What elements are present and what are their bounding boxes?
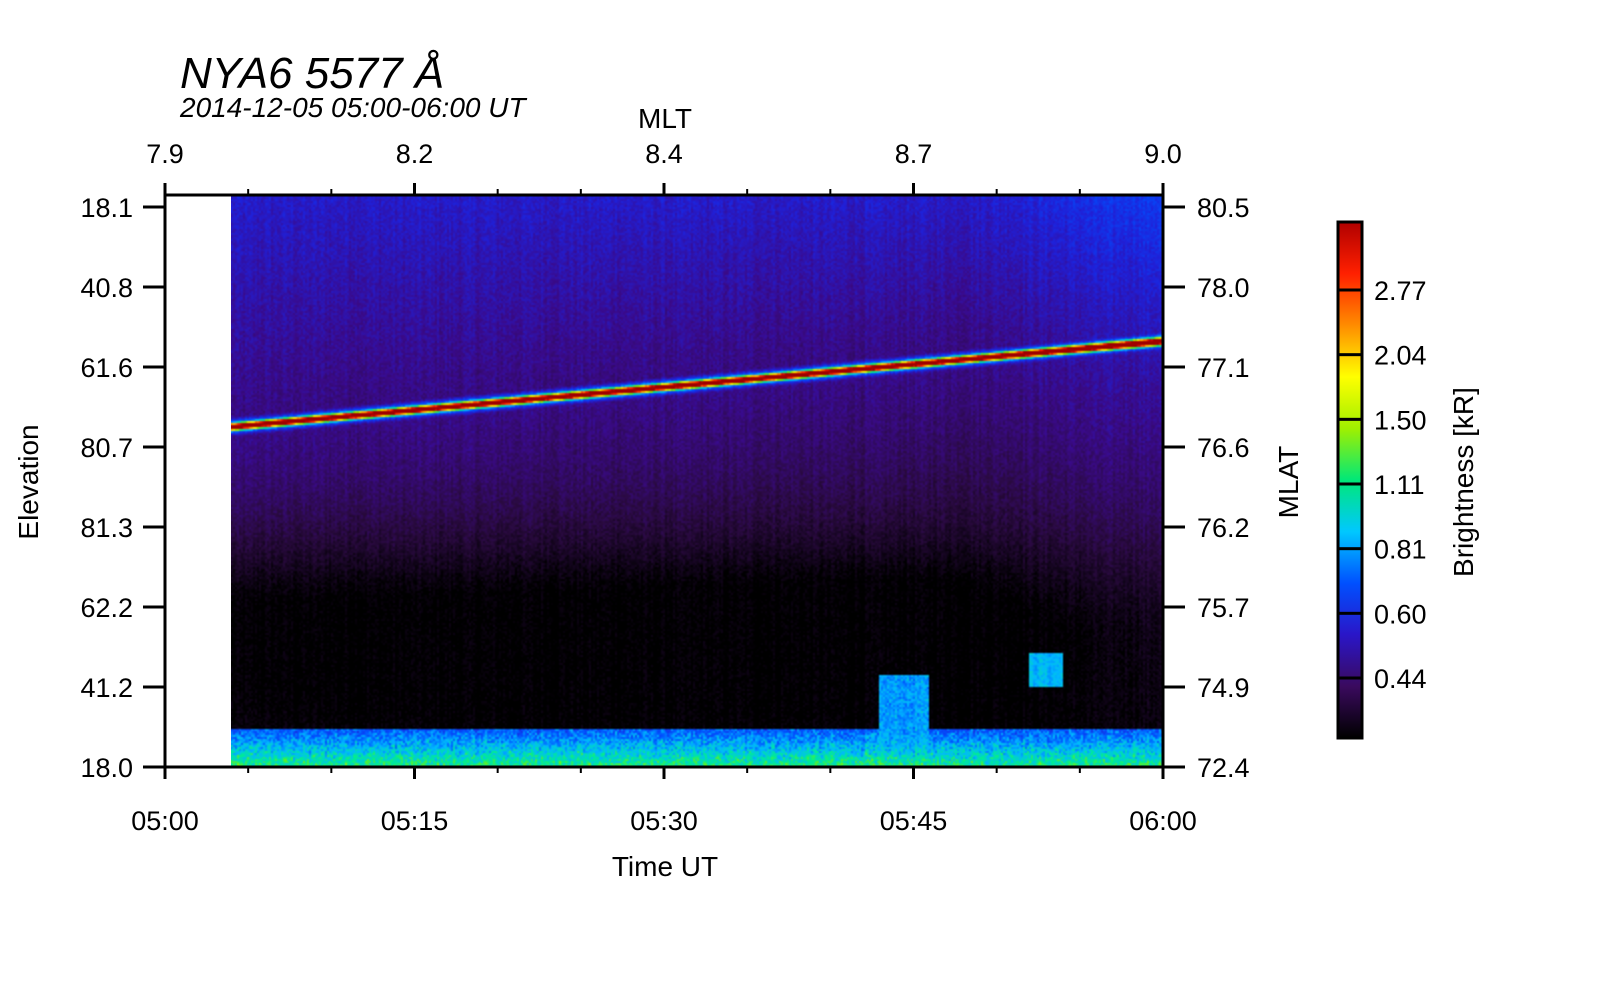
- y-tick-label: 18.0: [80, 753, 133, 783]
- y-tick-label: 62.2: [80, 593, 133, 623]
- keogram-heatmap: [231, 195, 1163, 767]
- x-axis-ticks: 05:00 05:15 05:30 05:45 06:00: [131, 183, 1197, 836]
- x2-tick-label: 8.2: [396, 139, 434, 169]
- y2-tick-label: 75.7: [1197, 593, 1250, 623]
- x-tick-label: 05:45: [880, 806, 948, 836]
- chart-subtitle: 2014-12-05 05:00-06:00 UT: [179, 92, 527, 123]
- colorbar: [1336, 220, 1364, 740]
- colorbar-tick-label: 0.81: [1374, 535, 1427, 565]
- y-tick-label: 80.7: [80, 433, 133, 463]
- y2-tick-label: 76.6: [1197, 433, 1250, 463]
- y2-axis-ticks: 80.5 78.0 77.1 76.6 76.2 75.7 74.9 72.4: [1163, 193, 1250, 783]
- y2-axis-label: MLAT: [1273, 446, 1304, 519]
- x2-axis-label: MLT: [638, 103, 692, 134]
- y2-tick-label: 72.4: [1197, 753, 1250, 783]
- y2-tick-label: 77.1: [1197, 353, 1250, 383]
- y-tick-label: 41.2: [80, 673, 133, 703]
- colorbar-tick-label: 2.04: [1374, 341, 1427, 371]
- x2-axis-ticks: 7.9 8.2 8.4 8.7 9.0: [146, 139, 1182, 169]
- y-tick-label: 40.8: [80, 273, 133, 303]
- x-tick-label: 05:15: [381, 806, 449, 836]
- colorbar-tick-label: 1.11: [1374, 470, 1425, 500]
- x-tick-label: 06:00: [1129, 806, 1197, 836]
- colorbar-tick-label: 2.77: [1374, 276, 1427, 306]
- x-tick-label: 05:00: [131, 806, 199, 836]
- y-tick-label: 61.6: [80, 353, 133, 383]
- y2-tick-label: 76.2: [1197, 513, 1250, 543]
- x-tick-label: 05:30: [630, 806, 698, 836]
- colorbar-ticks: 2.77 2.04 1.50 1.11 0.81 0.60 0.44: [1338, 276, 1427, 694]
- colorbar-tick-label: 0.60: [1374, 599, 1427, 629]
- y-tick-label: 81.3: [80, 513, 133, 543]
- colorbar-label: Brightness [kR]: [1448, 387, 1479, 577]
- x2-tick-label: 8.4: [645, 139, 683, 169]
- colorbar-tick-label: 1.50: [1374, 405, 1427, 435]
- y-axis-label: Elevation: [13, 424, 44, 539]
- colorbar-tick-label: 0.44: [1374, 664, 1427, 694]
- x2-tick-label: 9.0: [1144, 139, 1182, 169]
- x2-tick-label: 7.9: [146, 139, 184, 169]
- y-axis-ticks: 18.1 40.8 61.6 80.7 81.3 62.2 41.2 18.0: [80, 193, 165, 783]
- y2-tick-label: 80.5: [1197, 193, 1250, 223]
- x2-tick-label: 8.7: [895, 139, 933, 169]
- x-axis-label: Time UT: [612, 851, 718, 882]
- y2-tick-label: 74.9: [1197, 673, 1250, 703]
- y-tick-label: 18.1: [80, 193, 133, 223]
- y2-tick-label: 78.0: [1197, 273, 1250, 303]
- chart-title: NYA6 5577 Å: [180, 49, 444, 98]
